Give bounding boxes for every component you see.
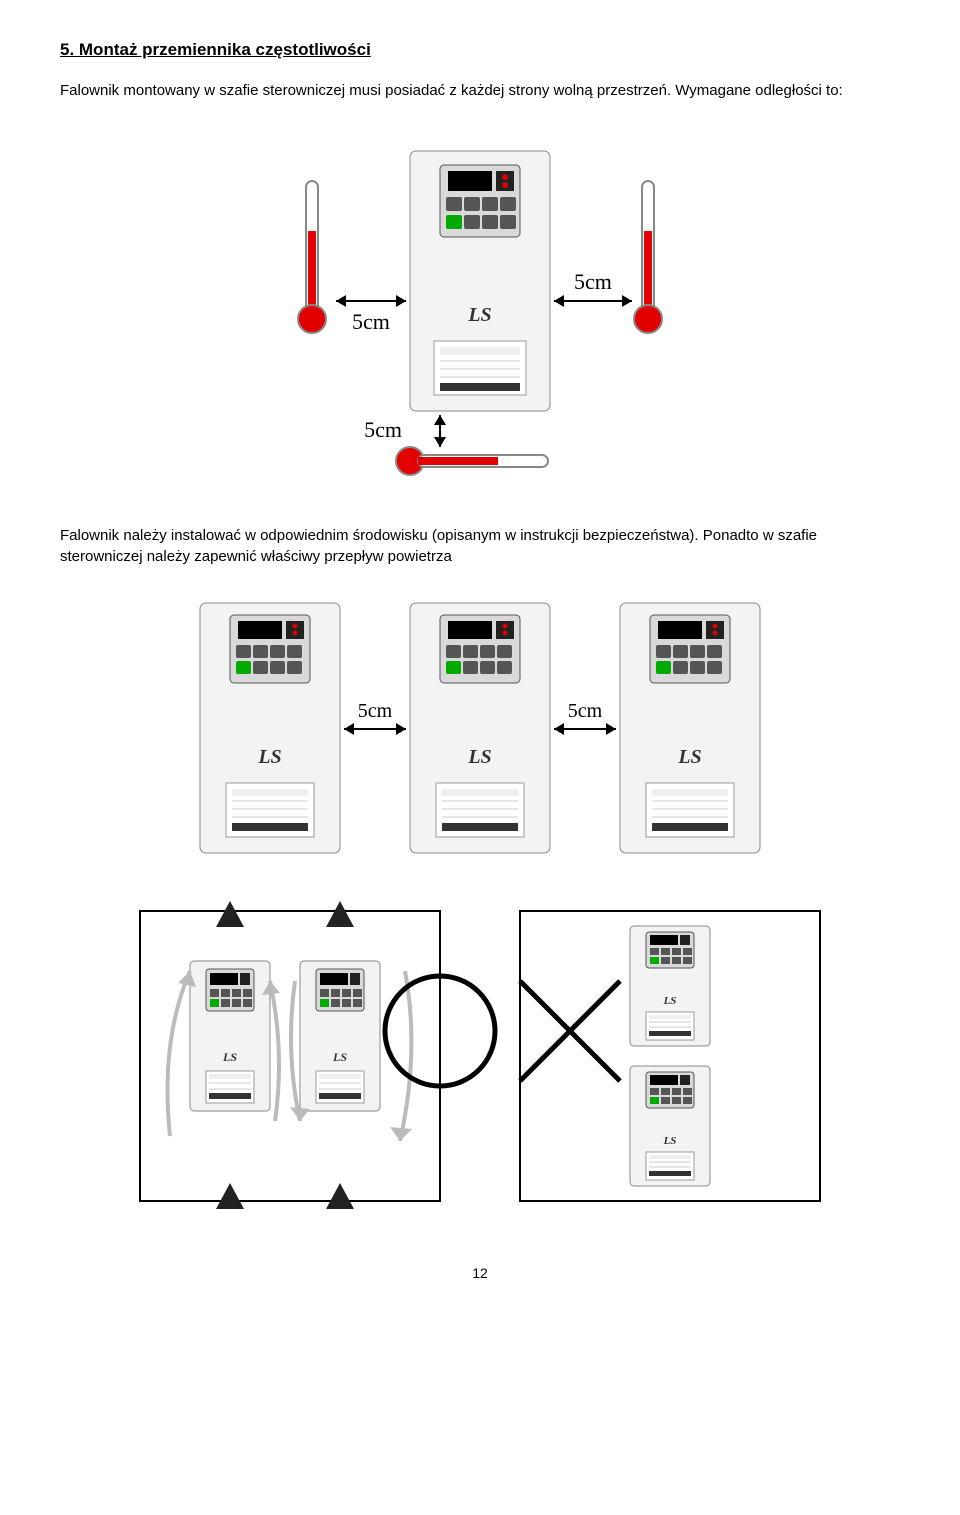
- svg-text:LS: LS: [257, 746, 281, 768]
- dim-bottom: 5cm: [364, 417, 402, 442]
- dim-gap-1: 5cm: [358, 700, 393, 722]
- svg-text:LS: LS: [332, 1050, 347, 1064]
- device-logo: LS: [467, 304, 491, 326]
- section-heading: 5. Montaż przemiennika częstotliwości: [60, 40, 900, 60]
- svg-text:LS: LS: [222, 1050, 237, 1064]
- inverter-triple: LS LS: [200, 603, 760, 853]
- svg-text:LS: LS: [467, 746, 491, 768]
- figure-clearance-triple: LS LS: [60, 587, 900, 871]
- incorrect-cross-icon: [520, 981, 620, 1081]
- dim-gap-2: 5cm: [568, 700, 603, 722]
- dim-right: 5cm: [574, 269, 612, 294]
- page-number: 12: [60, 1265, 900, 1281]
- dim-left: 5cm: [352, 309, 390, 334]
- figure-airflow-compare: LS LS: [60, 891, 900, 1225]
- figure-clearance-single: LS 5cm 5cm: [60, 121, 900, 505]
- svg-text:LS: LS: [663, 995, 677, 1007]
- svg-text:LS: LS: [663, 1135, 677, 1147]
- svg-text:LS: LS: [677, 746, 701, 768]
- paragraph-1: Falownik montowany w szafie sterowniczej…: [60, 80, 900, 101]
- paragraph-2: Falownik należy instalować w odpowiednim…: [60, 525, 900, 567]
